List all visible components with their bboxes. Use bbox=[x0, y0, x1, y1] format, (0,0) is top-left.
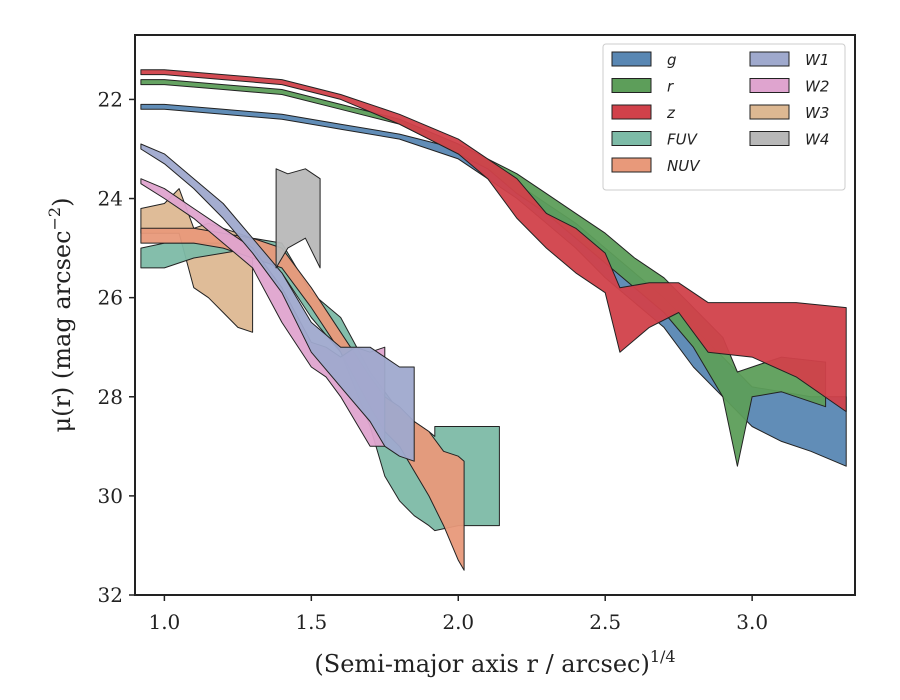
legend-label-w1: W1 bbox=[805, 51, 829, 69]
series-bands bbox=[140, 69, 847, 571]
legend-swatch-w1 bbox=[749, 51, 790, 67]
x-tick-label: 1.0 bbox=[148, 610, 180, 634]
legend-label-w4: W4 bbox=[805, 131, 829, 149]
y-tick-label: 28 bbox=[98, 385, 123, 409]
legend-label-z: z bbox=[666, 104, 676, 122]
band-nuv bbox=[140, 227, 465, 571]
x-tick-label: 1.5 bbox=[295, 610, 327, 634]
legend: grz FUV NUV W1 W2 W3 W4 bbox=[602, 43, 846, 191]
axes: 1.0 1.5 2.0 2.5 3.0 22 24 26 28 30 32 (Semi-major a… bbox=[45, 34, 856, 678]
legend-swatch-g bbox=[611, 51, 652, 67]
legend-label-w2: W2 bbox=[805, 78, 829, 96]
y-tick-label: 22 bbox=[98, 87, 123, 111]
band-z bbox=[140, 69, 847, 413]
y-axis-label: μ(r) (mag arcsec−2) bbox=[45, 198, 76, 433]
legend-label-w3: W3 bbox=[805, 104, 829, 122]
x-tick-label: 3.0 bbox=[736, 610, 768, 634]
legend-swatch-w4 bbox=[749, 131, 790, 146]
legend-swatch-z bbox=[611, 104, 652, 120]
band-w4 bbox=[275, 168, 321, 269]
legend-label-nuv: NUV bbox=[667, 157, 701, 175]
y-tick-label: 30 bbox=[98, 484, 123, 508]
y-tick-label: 32 bbox=[98, 583, 123, 607]
y-tick-label: 26 bbox=[98, 286, 123, 310]
legend-swatch-fuv bbox=[611, 131, 652, 146]
x-tick-label: 2.5 bbox=[589, 610, 621, 634]
plot-frame bbox=[134, 34, 856, 596]
x-axis-label: (Semi-major axis r / arcsec)1/4 bbox=[314, 647, 675, 678]
legend-swatch-nuv bbox=[611, 157, 652, 173]
legend-label-fuv: FUV bbox=[667, 131, 699, 149]
legend-label-g: g bbox=[667, 51, 677, 69]
x-tick-label: 2.0 bbox=[442, 610, 474, 634]
legend-swatch-w3 bbox=[749, 104, 790, 120]
legend-swatch-r bbox=[611, 78, 652, 93]
y-tick-label: 24 bbox=[98, 187, 123, 211]
band-w1 bbox=[140, 143, 415, 462]
legend-label-r: r bbox=[667, 78, 674, 96]
legend-swatch-w2 bbox=[749, 78, 790, 93]
